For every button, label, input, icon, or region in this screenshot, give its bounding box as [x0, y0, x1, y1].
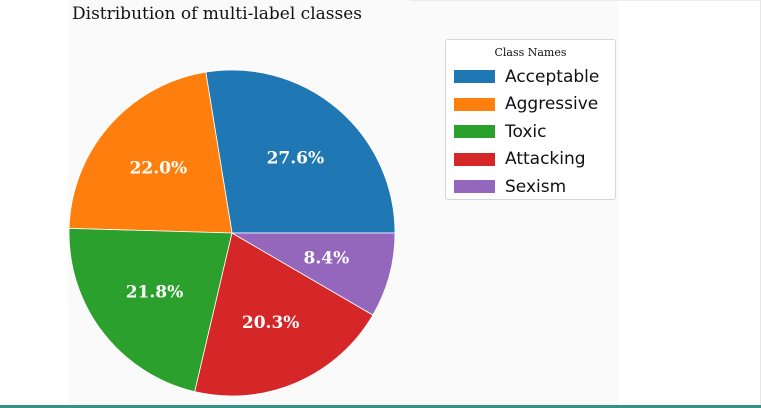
- legend-label: Sexism: [505, 176, 567, 197]
- slice-label-sexism: 8.4%: [304, 248, 350, 268]
- legend-item-sexism: Sexism: [454, 173, 611, 201]
- legend-item-acceptable: Acceptable: [454, 63, 611, 91]
- top-divider: [410, 0, 761, 1]
- legend-swatch: [454, 180, 495, 194]
- pie-slice-toxic: [68, 227, 233, 393]
- slice-label-aggressive: 22.0%: [130, 159, 188, 179]
- pie-slice-acceptable: [205, 69, 396, 234]
- legend-label: Acceptable: [505, 66, 600, 87]
- legend-swatch: [454, 97, 495, 111]
- legend-swatch: [454, 125, 495, 139]
- slice-label-attacking: 20.3%: [242, 313, 300, 333]
- bottom-border: [0, 405, 761, 408]
- legend-label: Attacking: [505, 149, 586, 170]
- chart-title: Distribution of multi-label classes: [72, 4, 363, 24]
- slice-label-acceptable: 27.6%: [267, 148, 325, 168]
- legend-item-aggressive: Aggressive: [454, 91, 611, 119]
- legend: Class Names Acceptable Aggressive Toxic Att…: [445, 39, 616, 200]
- pie-slice-aggressive: [68, 71, 233, 234]
- slice-label-toxic: 21.8%: [126, 283, 184, 303]
- legend-item-toxic: Toxic: [454, 118, 611, 146]
- legend-item-attacking: Attacking: [454, 146, 611, 174]
- legend-label: Toxic: [505, 121, 547, 142]
- pie-slice-sexism: [230, 232, 396, 316]
- legend-title: Class Names: [494, 46, 567, 59]
- legend-swatch: [454, 70, 495, 84]
- legend-swatch: [454, 152, 495, 166]
- pie-slice-attacking: [194, 232, 374, 397]
- legend-label: Aggressive: [505, 94, 599, 115]
- legend-list: Acceptable Aggressive Toxic Attacking Sexism: [454, 63, 611, 201]
